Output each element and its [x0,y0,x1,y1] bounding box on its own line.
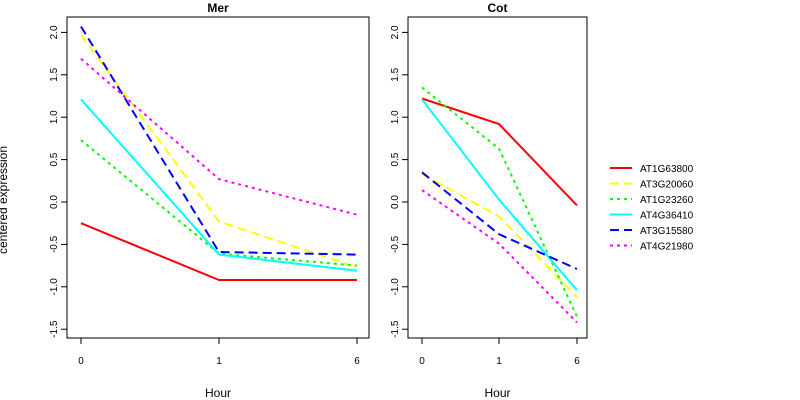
cot-line-at4g21980 [421,189,578,324]
mer-x-tick-label: 0 [78,356,84,367]
legend-label-at3g15580: AT3G15580 [640,226,694,237]
mer-x-tick-label: 6 [354,356,360,367]
mer-line-at3g15580 [80,25,358,256]
cot-y-tick-label: 1.5 [390,67,401,81]
mer-plot-frame [66,16,370,339]
legend-label-at1g63800: AT1G63800 [640,164,694,175]
mer-y-tick-label: 1.5 [49,67,60,81]
mer-x-tick-label: 1 [216,356,222,367]
mer-line-at3g20060 [80,34,358,269]
mer-line-at4g36410 [80,98,358,272]
cot-x-tick-label: 0 [419,356,425,367]
cot-line-at3g15580 [421,171,578,270]
cot-y-tick-label: -1.5 [390,320,401,338]
cot-y-tick-label: 0.5 [390,152,401,166]
mer-line-at4g21980 [80,57,358,216]
cot-line-at1g63800 [421,97,578,207]
mer-y-tick-label: -1.0 [49,278,60,296]
cot-x-tick-label: 6 [574,356,580,367]
mer-y-tick-label: 0.0 [49,195,60,209]
legend-label-at4g36410: AT4G36410 [640,211,694,222]
cot-panel-title: Cot [488,1,508,15]
mer-line-at1g23260 [80,139,358,267]
mer-y-tick-label: 2.0 [49,25,60,39]
cot-y-tick-label: 1.0 [390,110,401,124]
cot-y-tick-label: -1.0 [390,278,401,296]
mer-y-tick-label: -0.5 [49,235,60,253]
legend-label-at3g20060: AT3G20060 [640,180,694,191]
cot-y-tick-label: 0.0 [390,195,401,209]
cot-plot-frame [407,16,588,339]
legend-label-at4g21980: AT4G21980 [640,242,694,253]
mer-panel-title: Mer [207,1,229,15]
mer-y-tick-label: -1.5 [49,320,60,338]
cot-y-tick-label: 2.0 [390,25,401,39]
y-axis-title: centered expression [0,146,10,254]
mer-x-axis-title: Hour [205,386,231,400]
mer-line-at1g63800 [80,222,357,281]
mer-y-tick-label: 1.0 [49,110,60,124]
cot-line-at3g20060 [421,173,578,298]
cot-line-at4g36410 [421,98,578,291]
cot-x-tick-label: 1 [496,356,502,367]
legend-label-at1g23260: AT1G23260 [640,195,694,206]
mer-y-tick-label: 0.5 [49,152,60,166]
cot-line-at1g23260 [421,86,578,317]
cot-x-axis-title: Hour [484,386,510,400]
cot-y-tick-label: -0.5 [390,235,401,253]
